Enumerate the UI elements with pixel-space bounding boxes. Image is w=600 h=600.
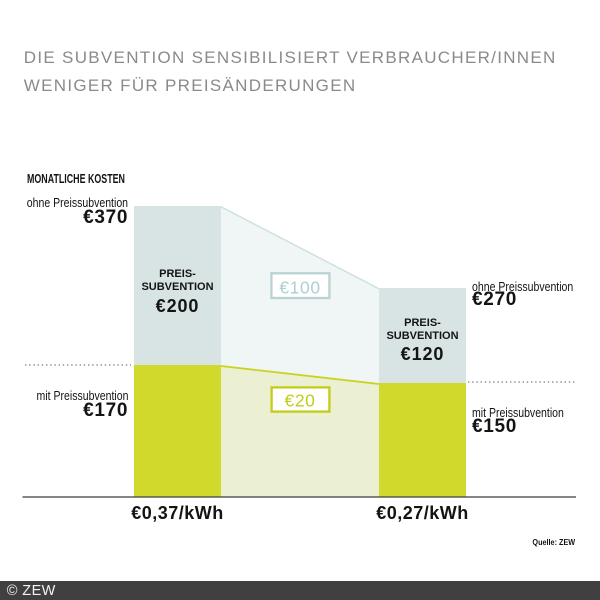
svg-text:€100: €100 (279, 277, 320, 297)
svg-text:€20: €20 (285, 390, 316, 410)
